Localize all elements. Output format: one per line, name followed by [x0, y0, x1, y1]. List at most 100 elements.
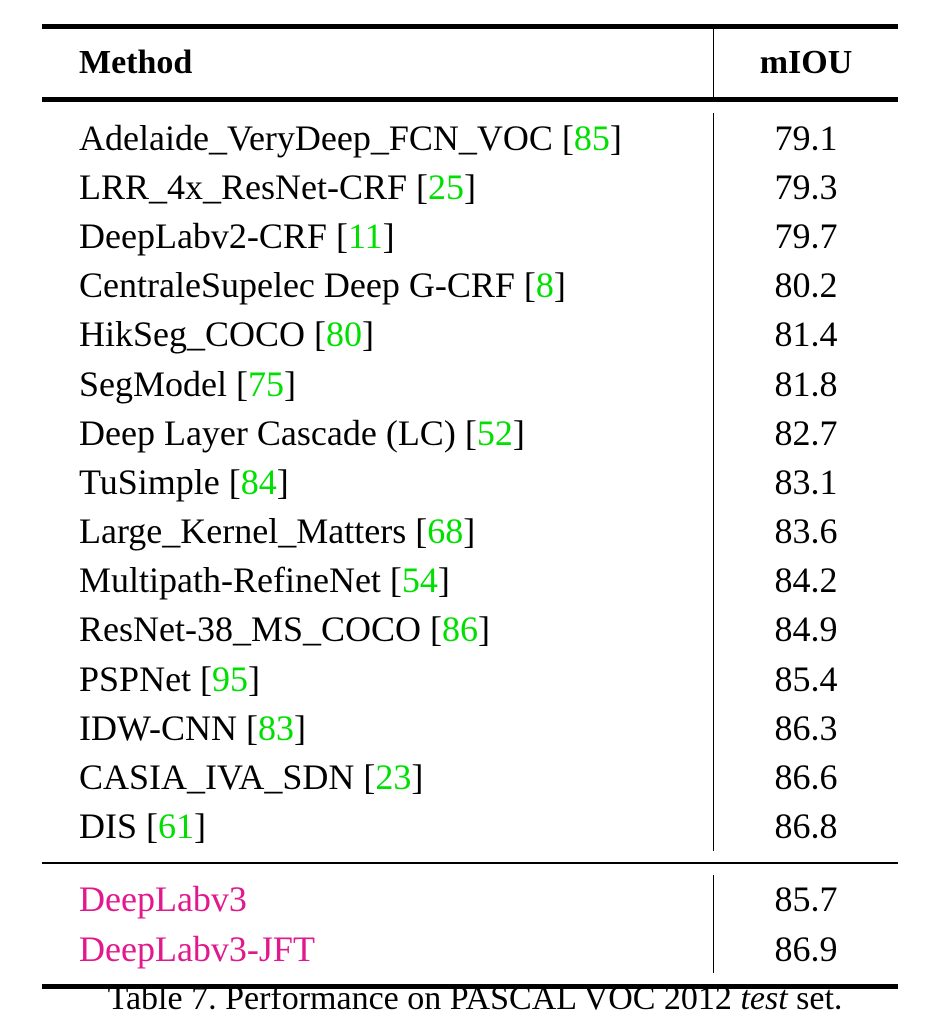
- table-row: Adelaide_VeryDeep_FCN_VOC [85] 79.1: [42, 113, 898, 163]
- citation-open-bracket: [: [552, 117, 574, 158]
- citation-link[interactable]: 52: [476, 412, 513, 453]
- miou-value: 84.2: [774, 560, 838, 601]
- table-row: CASIA_IVA_SDN [23] 86.6: [42, 752, 898, 802]
- table-row: Large_Kernel_Matters [68] 83.6: [42, 506, 898, 556]
- citation-close-bracket: ]: [411, 757, 424, 798]
- citation-close-bracket: ]: [463, 511, 476, 552]
- miou-value: 81.8: [774, 363, 838, 404]
- method-cell: SegModel [75]: [42, 358, 714, 409]
- table-row: TuSimple [84] 83.1: [42, 457, 898, 507]
- top-rule: [42, 24, 898, 29]
- table-row: PSPNet [95] 85.4: [42, 654, 898, 704]
- table-caption: Table 7. Performance on PASCAL VOC 2012 …: [0, 980, 950, 1018]
- method-cell: DeepLabv2-CRF [11]: [42, 211, 714, 261]
- citation-close-bracket: ]: [478, 609, 491, 650]
- method-name-ours: DeepLabv3-JFT: [79, 928, 315, 969]
- citation-link[interactable]: 75: [248, 363, 284, 404]
- baseline-rows: Adelaide_VeryDeep_FCN_VOC [85] 79.1 LRR_4x…: [42, 102, 898, 862]
- method-name: ResNet-38_MS_COCO: [79, 609, 422, 650]
- method-cell: Adelaide_VeryDeep_FCN_VOC [85]: [42, 113, 714, 163]
- citation-open-bracket: [: [236, 707, 258, 748]
- method-cell: CentraleSupelec Deep G-CRF [8]: [42, 260, 714, 310]
- citation-open-bracket: [: [406, 511, 428, 552]
- table-row-ours: DeepLabv3 85.7: [42, 874, 898, 924]
- table-row: SegModel [75] 81.8: [42, 358, 898, 409]
- ours-rows: DeepLabv3 85.7 DeepLabv3-JFT 86.9: [42, 864, 898, 984]
- citation-link[interactable]: 86: [442, 609, 479, 650]
- table-header: Method mIOU: [42, 29, 898, 97]
- citation-link[interactable]: 68: [427, 511, 464, 552]
- miou-value: 86.3: [774, 707, 838, 748]
- citation-close-bracket: ]: [362, 314, 375, 355]
- citation-open-bracket: [: [191, 658, 213, 699]
- citation-link[interactable]: 8: [535, 265, 554, 306]
- table-row: DeepLabv2-CRF [11] 79.7: [42, 211, 898, 261]
- caption-prefix: Table 7. Performance on PASCAL VOC 2012: [107, 980, 741, 1017]
- miou-value: 79.7: [774, 215, 838, 256]
- results-table: Method mIOU Adelaide_VeryDeep_FCN_VOC [8…: [42, 24, 898, 990]
- caption-emphasis: test: [740, 980, 788, 1017]
- method-name: TuSimple: [79, 461, 220, 502]
- table-row: DIS [61] 86.8: [42, 801, 898, 851]
- citation-close-bracket: ]: [437, 560, 450, 601]
- method-name: CentraleSupelec Deep G-CRF: [79, 265, 515, 306]
- method-name: LRR_4x_ResNet-CRF: [79, 166, 408, 207]
- citation-link[interactable]: 85: [573, 117, 610, 158]
- method-cell: DeepLabv3-JFT: [42, 924, 714, 974]
- citation-open-bracket: [: [326, 215, 348, 256]
- method-cell: CASIA_IVA_SDN [23]: [42, 752, 714, 802]
- method-name: Large_Kernel_Matters: [79, 511, 407, 552]
- method-name: Deep Layer Cascade (LC): [79, 412, 456, 453]
- table-row: CentraleSupelec Deep G-CRF [8] 80.2: [42, 260, 898, 310]
- citation-close-bracket: ]: [609, 117, 622, 158]
- citation-link[interactable]: 83: [257, 707, 294, 748]
- citation-open-bracket: [: [305, 314, 327, 355]
- citation-open-bracket: [: [137, 806, 159, 847]
- citation-link[interactable]: 54: [401, 560, 438, 601]
- header-rule: [42, 97, 898, 102]
- citation-close-bracket: ]: [293, 707, 306, 748]
- citation-close-bracket: ]: [194, 806, 207, 847]
- method-cell: PSPNet [95]: [42, 654, 714, 704]
- citation-link[interactable]: 61: [158, 806, 195, 847]
- method-cell: Deep Layer Cascade (LC) [52]: [42, 408, 714, 458]
- miou-value: 80.2: [774, 265, 838, 306]
- miou-value: 83.1: [774, 461, 838, 502]
- bottom-rule: [42, 984, 898, 990]
- table-row: Multipath-RefineNet [54] 84.2: [42, 555, 898, 605]
- miou-value: 81.4: [774, 314, 838, 355]
- caption-suffix: set.: [787, 980, 843, 1017]
- citation-open-bracket: [: [421, 609, 443, 650]
- citation-open-bracket: [: [514, 265, 536, 306]
- table-row: Deep Layer Cascade (LC) [52] 82.7: [42, 408, 898, 458]
- method-name: PSPNet: [79, 658, 192, 699]
- method-name: Multipath-RefineNet: [79, 560, 381, 601]
- method-cell: LRR_4x_ResNet-CRF [25]: [42, 162, 714, 212]
- citation-link[interactable]: 23: [375, 757, 412, 798]
- method-name: DeepLabv2-CRF: [79, 215, 327, 256]
- citation-link[interactable]: 80: [326, 314, 363, 355]
- method-name: IDW-CNN: [79, 707, 237, 748]
- citation-open-bracket: [: [380, 560, 402, 601]
- citation-link[interactable]: 95: [212, 658, 249, 699]
- citation-link[interactable]: 11: [347, 215, 383, 256]
- citation-close-bracket: ]: [512, 412, 525, 453]
- miou-value: 85.4: [774, 658, 838, 699]
- miou-value: 79.1: [774, 117, 838, 158]
- citation-open-bracket: [: [227, 363, 248, 404]
- miou-value: 86.6: [774, 757, 838, 798]
- method-cell: DeepLabv3: [42, 874, 714, 924]
- citation-close-bracket: ]: [284, 363, 296, 404]
- mid-rule: [42, 861, 898, 864]
- citation-close-bracket: ]: [464, 166, 477, 207]
- citation-link[interactable]: 84: [240, 461, 277, 502]
- miou-value: 84.9: [774, 609, 838, 650]
- citation-close-bracket: ]: [248, 658, 261, 699]
- citation-close-bracket: ]: [553, 265, 566, 306]
- miou-value: 85.7: [774, 879, 838, 920]
- method-name: CASIA_IVA_SDN: [79, 757, 355, 798]
- citation-link[interactable]: 25: [428, 166, 465, 207]
- table-row: HikSeg_COCO [80] 81.4: [42, 309, 898, 359]
- method-name-ours: DeepLabv3: [79, 879, 247, 920]
- method-name: HikSeg_COCO: [79, 314, 306, 355]
